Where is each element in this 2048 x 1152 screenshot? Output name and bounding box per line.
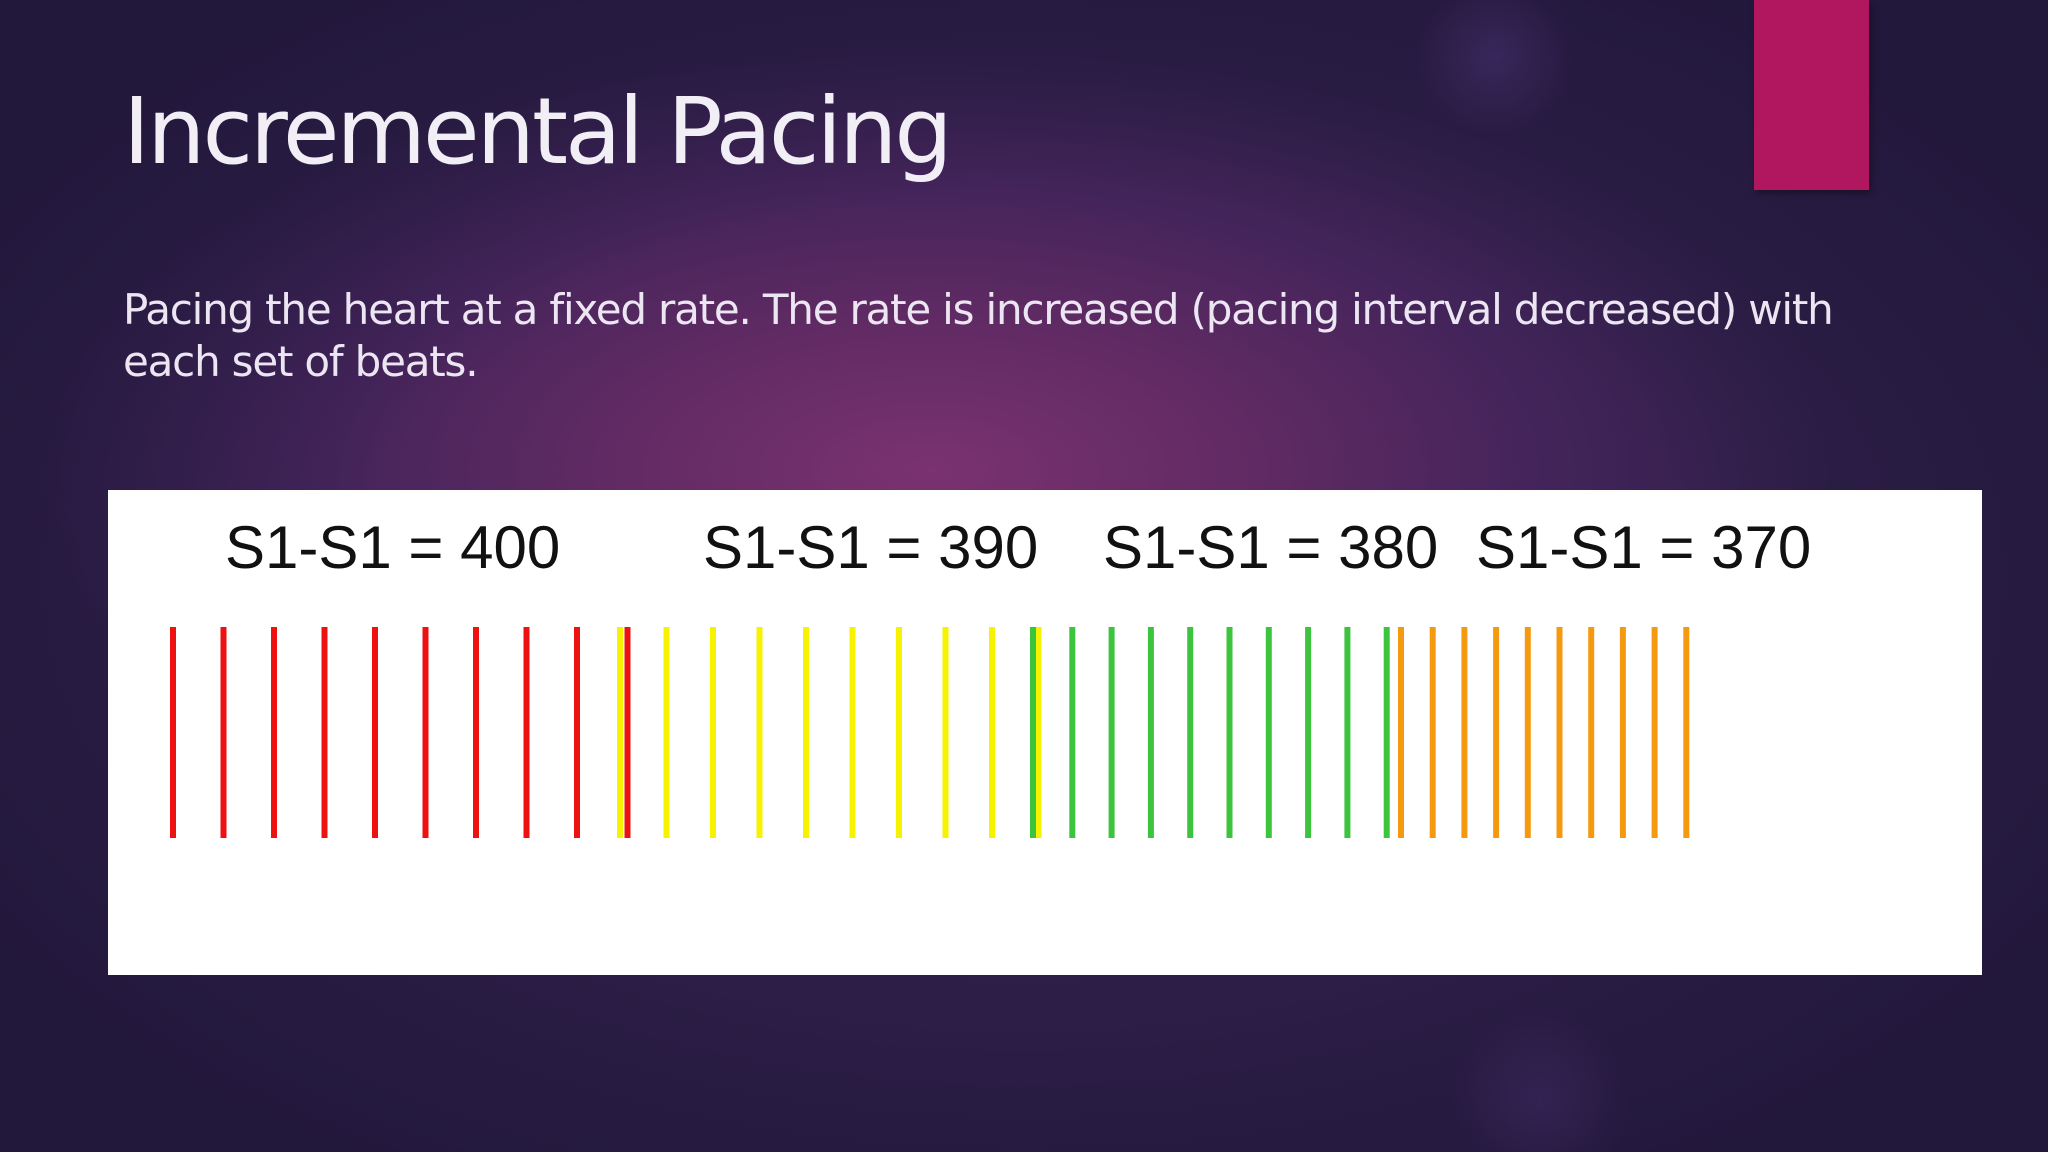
pacing-beat-line	[1588, 627, 1595, 838]
pacing-beat-line	[1398, 627, 1404, 838]
pacing-beat-line	[1524, 627, 1531, 838]
interval-label-1: S1-S1 = 400	[225, 514, 560, 581]
interval-label-3: S1-S1 = 380	[1103, 514, 1438, 581]
pacing-beat-line	[1035, 627, 1042, 838]
pacing-beat-line	[372, 627, 378, 838]
pacing-beat-line	[942, 627, 949, 838]
pacing-beat-line	[896, 627, 902, 838]
pacing-beat-line	[1305, 627, 1312, 838]
pacing-beat-line	[710, 627, 716, 838]
pacing-beat-line	[617, 627, 623, 838]
pacing-beat-line	[1069, 627, 1076, 838]
pacing-beat-line	[849, 627, 856, 838]
interval-label-2: S1-S1 = 390	[703, 514, 1038, 581]
pacing-beat-line	[1556, 627, 1563, 838]
body-text-part-2: set of beats.	[231, 337, 479, 386]
interval-label-4: S1-S1 = 370	[1476, 514, 1811, 581]
pacing-beat-line	[1108, 627, 1115, 838]
pacing-beat-line	[1683, 627, 1690, 838]
slide-title: Incremental Pacing	[123, 78, 953, 185]
pacing-figure: S1-S1 = 400 S1-S1 = 390 S1-S1 = 380 S1-S1 =…	[108, 490, 1982, 975]
pacing-beat-line	[989, 627, 995, 838]
pacing-beat-line	[1030, 627, 1036, 838]
pacing-beat-line	[1265, 627, 1272, 838]
pacing-diagram: S1-S1 = 400 S1-S1 = 390 S1-S1 = 380 S1-S1 =…	[170, 514, 1811, 838]
pacing-beat-line	[220, 627, 227, 838]
accent-bar	[1754, 0, 1869, 190]
pacing-beat-line	[523, 627, 530, 838]
pacing-beat-line	[473, 627, 479, 838]
pacing-beat-line	[1187, 627, 1194, 838]
pacing-beat-line	[321, 627, 328, 838]
pacing-beat-line	[574, 627, 580, 838]
pacing-beat-line	[1344, 627, 1351, 838]
pacing-beat-line	[756, 627, 763, 838]
pacing-beat-line	[803, 627, 809, 838]
pacing-beat-line	[1429, 627, 1436, 838]
pacing-beat-line	[271, 627, 277, 838]
pacing-beat-line	[1461, 627, 1468, 838]
pacing-beat-line	[1383, 627, 1390, 838]
pacing-beat-line	[422, 627, 429, 838]
pacing-beat-line	[1147, 627, 1154, 838]
pacing-beat-line	[1619, 627, 1626, 838]
body-text-part-1: Pacing the heart at a fixed rate. The ra…	[123, 285, 1834, 386]
pacing-beat-line	[663, 627, 670, 838]
pacing-beat-line	[170, 627, 176, 838]
slide-body-text: Pacing the heart at a fixed rate. The ra…	[123, 284, 1883, 388]
pacing-beat-line	[1493, 627, 1500, 838]
pacing-beat-line	[624, 627, 631, 838]
pacing-beat-line	[1226, 627, 1233, 838]
pacing-beat-line	[1651, 627, 1658, 838]
